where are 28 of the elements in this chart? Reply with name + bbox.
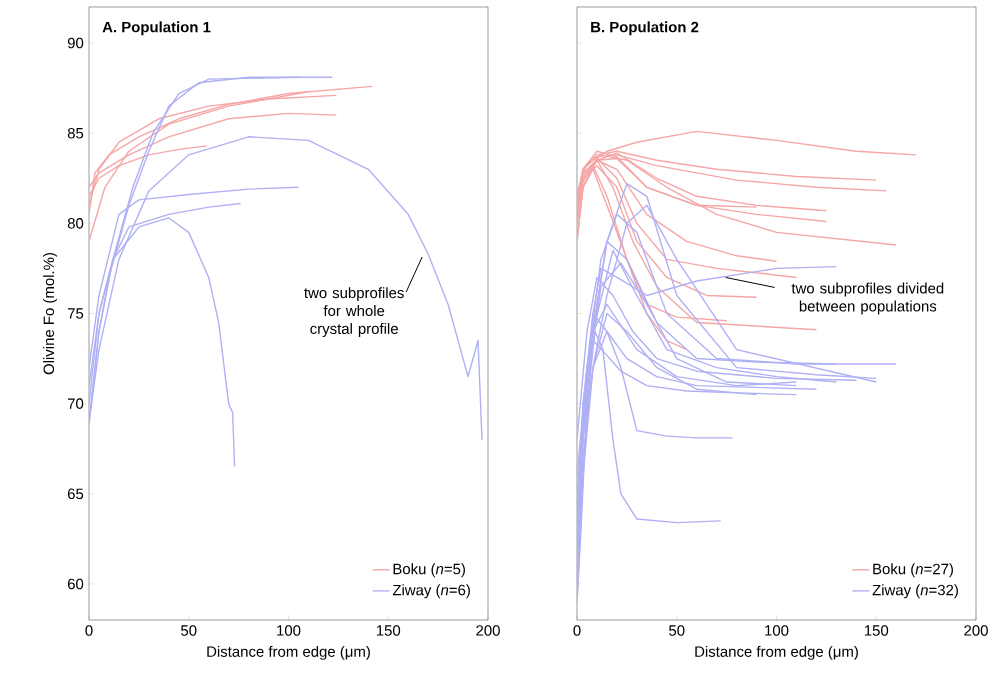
text: A. Population 1: [102, 21, 211, 36]
y-tick-label: 90: [67, 37, 84, 49]
legend-label: Ziway (n=32): [872, 584, 958, 599]
y-tick-label: 75: [67, 308, 84, 319]
legend-label: Boku (n=5): [393, 563, 465, 578]
x-tick-label: 50: [669, 625, 685, 636]
y-tick-label: 85: [67, 127, 84, 139]
x-axis-title: Distance from edge (μm): [207, 645, 370, 660]
x-tick-label: 0: [85, 625, 93, 636]
y-tick-label: 70: [67, 398, 84, 409]
legend-label: Boku (n=27): [873, 563, 953, 578]
y-tick-label: 65: [67, 488, 84, 500]
y-axis-title: Olivine Fo (mol.%): [43, 253, 58, 375]
legend-label: Ziway (n=6): [392, 584, 470, 599]
x-tick-label: 200: [964, 625, 988, 636]
annotation: two subprofiles for whole crystal profile: [304, 287, 404, 337]
annotation: two subprofiles divided between populations: [791, 282, 944, 315]
x-tick-label: 150: [376, 625, 401, 636]
text: B. Population 2: [591, 21, 699, 36]
y-tick-label: 60: [67, 578, 84, 590]
x-tick-label: 0: [573, 625, 581, 636]
x-tick-label: 50: [181, 625, 197, 636]
x-tick-label: 100: [277, 625, 301, 636]
y-tick-label: 80: [67, 218, 84, 229]
x-axis-title: Distance from edge (μm): [695, 645, 858, 660]
x-tick-label: 200: [476, 625, 500, 636]
x-tick-label: 100: [765, 625, 789, 636]
x-tick-label: 150: [864, 625, 889, 636]
